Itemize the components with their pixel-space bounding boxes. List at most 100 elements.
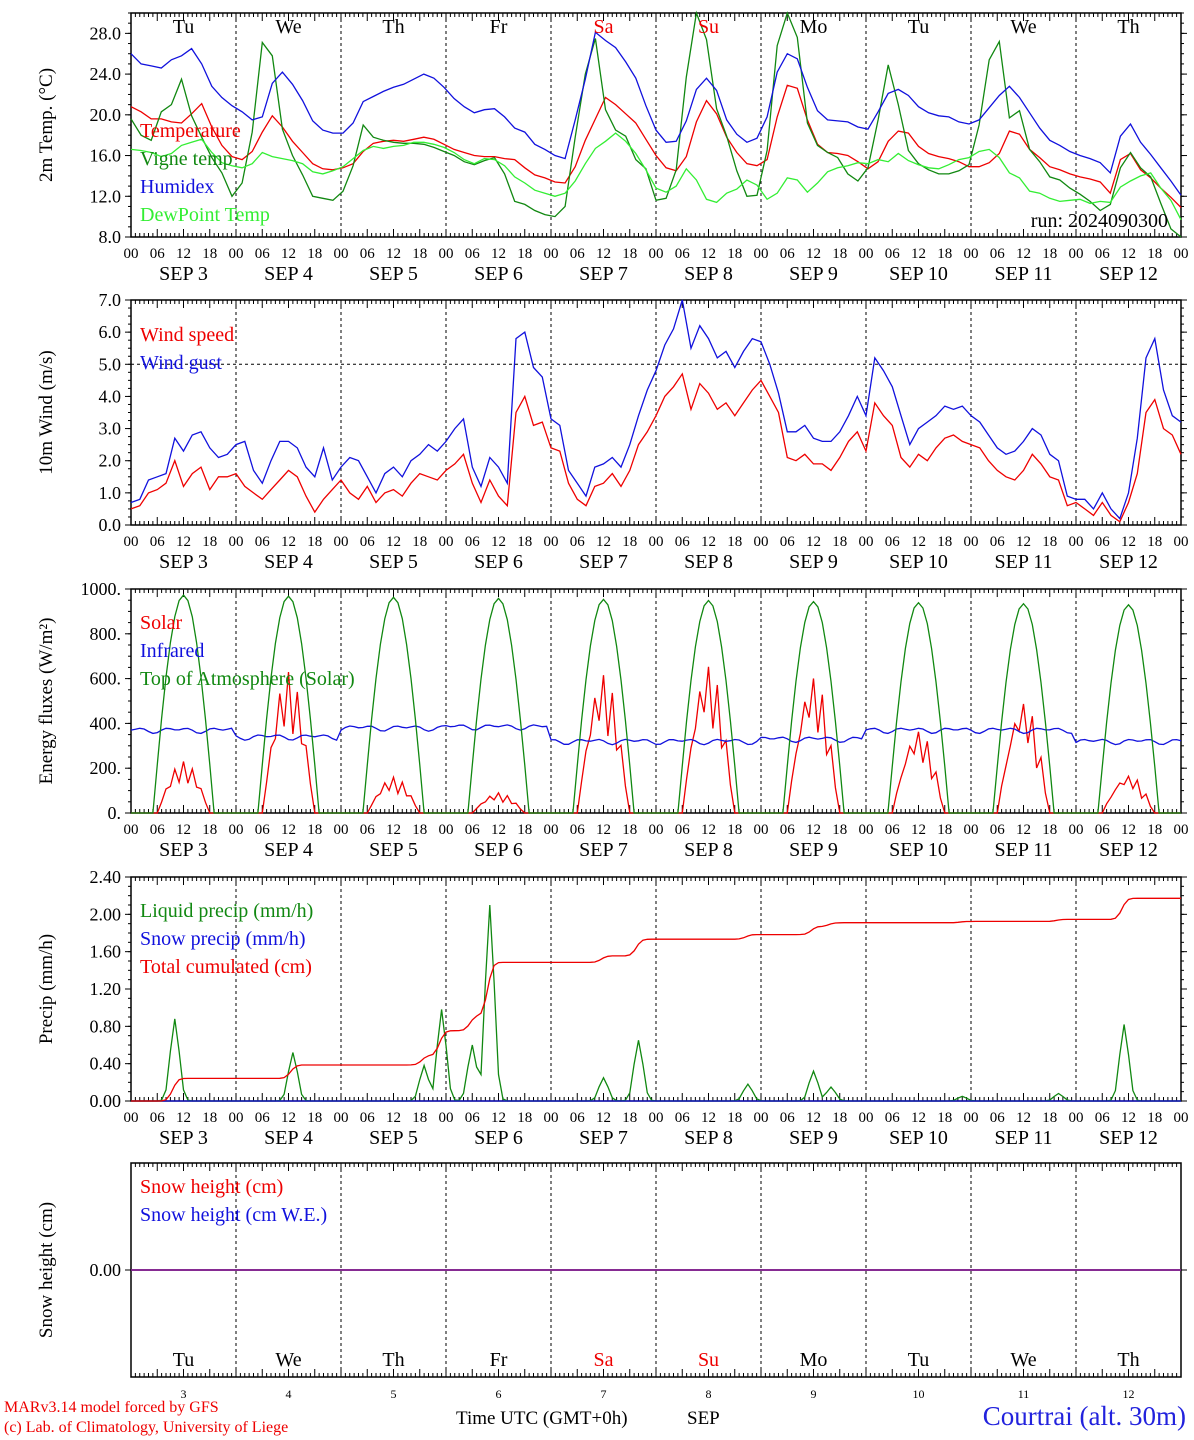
hour-label: 18 xyxy=(1147,246,1162,262)
hour-label: 06 xyxy=(150,246,166,262)
hour-label: 12 xyxy=(176,1110,191,1126)
weekday-label-bottom: We xyxy=(275,1349,301,1371)
hour-label: 12 xyxy=(176,822,191,838)
hour-label: 00 xyxy=(1069,246,1084,262)
legend-entry: Temperature xyxy=(140,120,241,142)
hour-label: 00 xyxy=(859,822,874,838)
legend-entry: Humidex xyxy=(140,176,214,198)
run-label: run: 2024090300 xyxy=(1031,210,1168,232)
y-tick-label: 16.0 xyxy=(90,146,122,166)
hour-label: 00 xyxy=(334,822,349,838)
hour-label: 00 xyxy=(439,534,454,550)
y-tick-label: 6.0 xyxy=(99,322,122,342)
hour-label: 06 xyxy=(465,246,481,262)
hour-label: 06 xyxy=(360,822,376,838)
y-tick-label: 200. xyxy=(90,758,122,778)
plot-frame xyxy=(130,588,1182,814)
weekday-label: Tu xyxy=(173,16,195,38)
y-axis-label: 10m Wind (m/s) xyxy=(36,350,57,475)
hour-label: 00 xyxy=(964,822,979,838)
hour-label: 18 xyxy=(727,246,742,262)
hour-label: 00 xyxy=(439,822,454,838)
date-label: SEP 4 xyxy=(264,1127,313,1149)
hour-label: 12 xyxy=(491,534,506,550)
weekday-label-bottom: Th xyxy=(382,1349,404,1371)
y-tick-label: 800. xyxy=(90,624,122,644)
hour-label: 00 xyxy=(649,246,664,262)
legend-entry: DewPoint Temp xyxy=(140,204,270,226)
y-tick-label: 1.0 xyxy=(99,483,122,503)
hour-label: 06 xyxy=(570,1110,586,1126)
hour-label: 18 xyxy=(832,1110,847,1126)
hour-label: 18 xyxy=(517,246,532,262)
hour-label: 12 xyxy=(806,1110,821,1126)
hour-label: 00 xyxy=(334,1110,349,1126)
y-tick-label: 0. xyxy=(108,803,122,823)
hour-label: 18 xyxy=(937,1110,952,1126)
y-tick-label: 3.0 xyxy=(99,419,122,439)
hour-label: 06 xyxy=(150,822,166,838)
hour-label: 06 xyxy=(990,534,1006,550)
legend-entry: Total cumulated (cm) xyxy=(140,956,312,978)
hour-label: 06 xyxy=(780,246,796,262)
hour-label: 00 xyxy=(1069,1110,1084,1126)
hour-label: 18 xyxy=(412,822,427,838)
weekday-label-bottom: Mo xyxy=(800,1349,828,1371)
hour-label: 12 xyxy=(1016,1110,1031,1126)
hour-label: 18 xyxy=(1042,822,1057,838)
hour-label: 00 xyxy=(544,1110,559,1126)
hour-label: 00 xyxy=(649,1110,664,1126)
date-label: SEP 8 xyxy=(684,839,733,861)
y-tick-label: 2.00 xyxy=(90,904,122,924)
hour-label: 12 xyxy=(806,822,821,838)
hour-label: 06 xyxy=(675,1110,691,1126)
date-label: SEP 7 xyxy=(579,263,628,285)
hour-label: 12 xyxy=(701,246,716,262)
weekday-label: Su xyxy=(698,16,719,38)
weekday-label-bottom: Th xyxy=(1117,1349,1139,1371)
hour-label: 18 xyxy=(832,246,847,262)
legend-entry: Snow precip (mm/h) xyxy=(140,928,306,950)
weekday-label: Th xyxy=(382,16,404,38)
hour-label: 00 xyxy=(334,246,349,262)
series-total-cumulated-cm- xyxy=(131,897,1181,1102)
y-tick-label: 0.80 xyxy=(90,1016,122,1036)
hour-label: 00 xyxy=(964,534,979,550)
hour-label: 00 xyxy=(754,534,769,550)
hour-label: 18 xyxy=(937,534,952,550)
y-tick-label: 2.0 xyxy=(99,451,122,471)
hour-label: 06 xyxy=(885,534,901,550)
y-tick-label: 2.40 xyxy=(90,867,122,887)
weekday-label: Sa xyxy=(594,16,614,38)
hour-label: 12 xyxy=(1121,1110,1136,1126)
hour-label: 18 xyxy=(1042,1110,1057,1126)
hour-label: 00 xyxy=(124,1110,139,1126)
date-label: SEP 6 xyxy=(474,263,523,285)
y-tick-label: 0.00 xyxy=(90,1091,122,1111)
legend-entry: Vigne temp xyxy=(140,148,233,170)
hour-label: 06 xyxy=(255,822,271,838)
date-label: SEP 12 xyxy=(1099,551,1158,573)
panel-5: 0.00 Snow height (cm) Snow height (cm) Snow… xyxy=(36,1162,1187,1429)
y-axis-label: Energy fluxes (W/m²) xyxy=(36,618,57,785)
y-tick-label: 0.00 xyxy=(90,1260,122,1280)
weekday-label-bottom: Su xyxy=(698,1349,719,1371)
y-tick-label: 8.0 xyxy=(99,227,122,247)
hour-label: 18 xyxy=(202,1110,217,1126)
hour-label: 06 xyxy=(675,246,691,262)
date-label: SEP 5 xyxy=(369,263,418,285)
date-label: SEP 3 xyxy=(159,551,208,573)
y-axis-label: Precip (mm/h) xyxy=(36,934,57,1044)
hour-label: 00 xyxy=(439,246,454,262)
date-label: SEP 8 xyxy=(684,263,733,285)
hour-label: 18 xyxy=(1147,822,1162,838)
day-number-label: 8 xyxy=(706,1387,712,1401)
weekday-label: Tu xyxy=(908,16,930,38)
day-number-label: 10 xyxy=(913,1387,925,1401)
hour-label: 12 xyxy=(176,534,191,550)
day-number-label: 5 xyxy=(391,1387,397,1401)
series-dewpoint-temp xyxy=(130,132,1182,221)
y-tick-label: 5.0 xyxy=(99,354,122,374)
date-label: SEP 11 xyxy=(995,839,1053,861)
hour-label: 18 xyxy=(517,822,532,838)
